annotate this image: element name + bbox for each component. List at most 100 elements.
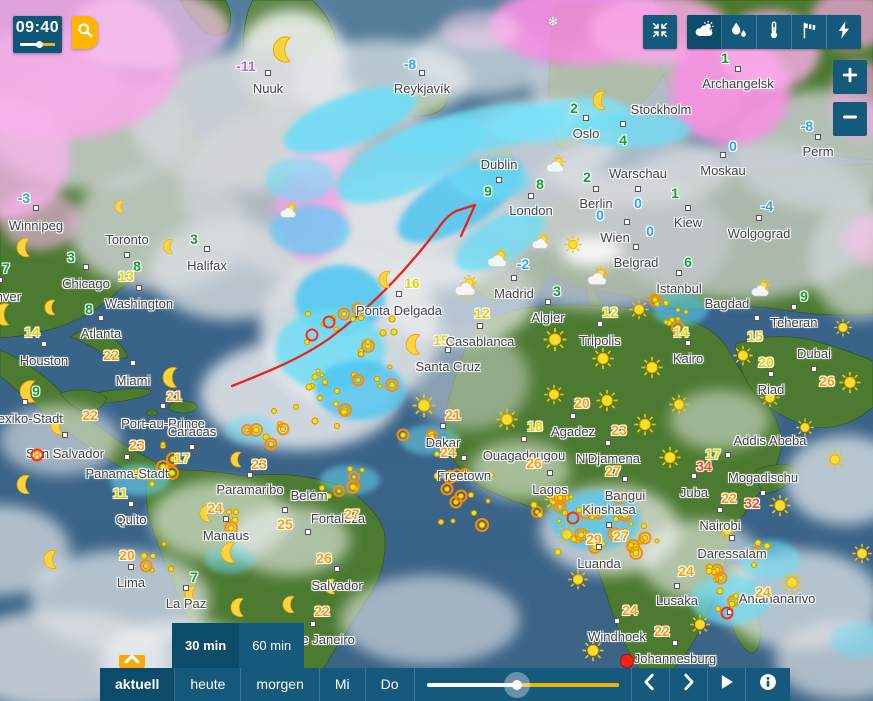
city-label: Denver [0,289,21,304]
lightning-dot [754,539,762,547]
timeline-slider-thumb[interactable] [503,672,530,698]
temp-value: 11 [112,485,128,501]
layer-button-wind[interactable] [792,15,827,49]
city-label: Perm [802,144,834,159]
sun-icon [581,639,605,668]
lightning-ring [333,484,346,497]
timeline-slider[interactable] [426,672,619,698]
lightning-dot [452,438,460,446]
interval-option-30min[interactable]: 30 min [172,623,240,668]
city-label: Berlin [579,196,613,211]
city-label: Istanbul [656,281,702,296]
city-dot [334,566,340,572]
layer-button-temperature[interactable] [757,15,792,49]
suncloud-icon [544,154,566,182]
lightning-dot [674,324,682,332]
lightning-dot [140,552,148,560]
lightning-dot [271,408,278,415]
lightning-dot [340,311,347,317]
city-dot [528,193,534,199]
interval-option-60min[interactable]: 60 min [252,638,292,653]
city-dot [768,371,774,377]
sun-icon [732,345,754,372]
play-button[interactable] [708,668,746,701]
city-dot [477,323,483,329]
zoom-in-button[interactable] [833,60,867,94]
lightning-ring [475,518,490,533]
tab-morgen[interactable]: morgen [241,668,320,701]
lightning-dot [319,484,326,491]
collapse-toolbar-button[interactable] [643,15,677,49]
time-mini-slider[interactable] [20,41,55,48]
moon-icon [592,90,614,117]
time-display[interactable]: 09:40 [13,16,62,53]
layer-button-weather[interactable] [687,15,722,49]
city-label: Bangui [604,488,646,503]
layer-button-precipitation[interactable] [722,15,757,49]
sun-icon [824,449,846,476]
city-dot [729,535,735,541]
timeline-tabs: aktuell heute morgen Mi Do [100,668,415,701]
city-label: Salvador [311,578,363,593]
lightning-dot [434,451,441,458]
timeline-bar: aktuell heute morgen Mi Do [100,668,783,701]
recent-lightning-marker [566,511,580,525]
temp-value: 0 [729,138,737,154]
city-dot [685,340,691,346]
expand-panel-button[interactable] [119,654,145,668]
moon-icon [220,541,244,570]
city-label: La Paz [165,596,207,611]
moon-icon [44,299,62,322]
city-label: Dubai [797,346,831,361]
lightning-dot [333,326,339,332]
zoom-out-button[interactable] [833,102,867,136]
tab-Do[interactable]: Do [366,668,415,701]
temp-value: 26 [316,550,332,566]
city-label: Kiew [673,215,703,230]
layer-button-lightning[interactable] [827,15,861,49]
sun-icon [780,571,804,600]
lightning-ring [629,546,644,561]
city-label: Oslo [572,126,600,141]
radar-interval-switch: 30 min 60 min [172,623,305,668]
city-label: Daressalam [697,546,767,561]
temp-value: 25 [277,516,293,532]
lightning-dot [400,431,407,438]
temp-value: 26 [819,373,835,389]
current-time: 09:40 [15,19,60,36]
compress-arrows-icon [650,20,670,45]
chevron-left-icon [639,671,661,698]
step-forward-button[interactable] [670,668,708,701]
temp-value: -4 [760,198,774,214]
city-label: Casablanca [445,334,515,349]
lightning-dot [750,562,757,569]
tab-Mi[interactable]: Mi [320,668,366,701]
city-label: Algier [531,310,565,325]
lightning-ring [139,559,153,573]
lightning-dot [485,498,491,504]
temp-value: 34 [696,458,712,474]
lightning-ring [276,422,290,436]
city-label: Nuuk [252,81,284,96]
lightning-ring [396,428,410,442]
search-button[interactable] [72,16,98,49]
lightning-dot [557,495,564,502]
step-back-button[interactable] [632,668,670,701]
city-dot [130,360,136,366]
lightning-dot [728,600,736,608]
lightning-dot [388,315,396,323]
temp-value: 13 [118,268,134,284]
lightning-ring [385,378,400,393]
info-button[interactable] [746,668,790,701]
moon-icon [282,595,302,620]
moon-icon [324,578,342,601]
lightning-dot [468,491,475,498]
tab-heute[interactable]: heute [175,668,242,701]
city-label: Agadez [550,424,596,439]
time-mini-slider-thumb[interactable] [36,41,43,48]
tab-aktuell[interactable]: aktuell [100,668,176,701]
lightning-dot [227,524,235,532]
lightning-dot [610,530,618,538]
city-dot [691,473,697,479]
